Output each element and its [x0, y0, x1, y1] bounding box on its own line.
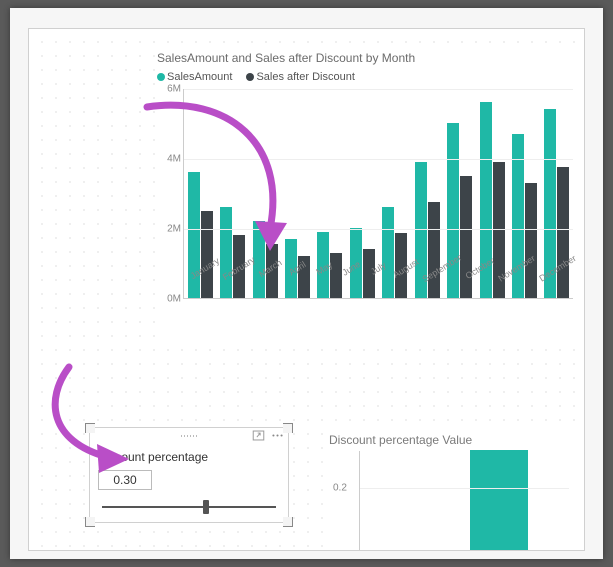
y-axis-label: 4M: [167, 154, 181, 165]
legend-label: SalesAmount: [167, 71, 232, 83]
report-frame: SalesAmount and Sales after Discount by …: [10, 8, 603, 559]
gridline: [360, 488, 569, 489]
chart-legend: SalesAmount Sales after Discount: [157, 71, 575, 83]
slicer-value-input[interactable]: [98, 470, 152, 490]
y-axis-label: 2M: [167, 224, 181, 235]
report-canvas[interactable]: SalesAmount and Sales after Discount by …: [28, 28, 585, 551]
chart-x-axis: JanuaryFebruaryMarchAprilMayJuneJulyAugu…: [183, 259, 573, 275]
drag-grip-icon[interactable]: [181, 434, 197, 438]
chart-bar: [470, 450, 528, 551]
chart-plot-area: [359, 451, 569, 551]
legend-label: Sales after Discount: [256, 71, 354, 83]
more-options-icon[interactable]: [271, 429, 284, 442]
y-axis-label: 0M: [167, 294, 181, 305]
chart-title: Discount percentage Value: [325, 429, 575, 451]
legend-dot-discount: [246, 73, 254, 81]
legend-item-sales: SalesAmount: [157, 71, 232, 83]
selection-handle-icon[interactable]: [85, 517, 95, 527]
slicer-title: Discount percentage: [90, 444, 288, 466]
discount-slicer[interactable]: Discount percentage: [89, 427, 289, 523]
slider-thumb[interactable]: [203, 500, 209, 514]
discount-value-chart[interactable]: Discount percentage Value 0.00.2: [325, 429, 575, 551]
chart-plot: 0.00.2: [325, 451, 575, 551]
selection-handle-icon[interactable]: [283, 517, 293, 527]
bar-discount[interactable]: [428, 202, 440, 298]
focus-mode-icon[interactable]: [252, 429, 265, 442]
slicer-slider[interactable]: [102, 506, 276, 508]
gridline: [184, 159, 573, 160]
bar-discount[interactable]: [525, 183, 537, 299]
legend-dot-sales: [157, 73, 165, 81]
y-axis-label: 0.2: [333, 483, 347, 494]
chart-title: SalesAmount and Sales after Discount by …: [157, 47, 575, 71]
bar-sales[interactable]: [220, 207, 232, 298]
legend-item-discount: Sales after Discount: [246, 71, 354, 83]
bar-discount[interactable]: [557, 167, 569, 298]
slicer-header[interactable]: [90, 428, 288, 444]
y-axis-label: 6M: [167, 84, 181, 95]
sales-by-month-chart[interactable]: SalesAmount and Sales after Discount by …: [157, 47, 575, 349]
gridline: [184, 89, 573, 90]
gridline: [184, 229, 573, 230]
chart-y-axis: 0M2M4M6M: [157, 89, 181, 299]
